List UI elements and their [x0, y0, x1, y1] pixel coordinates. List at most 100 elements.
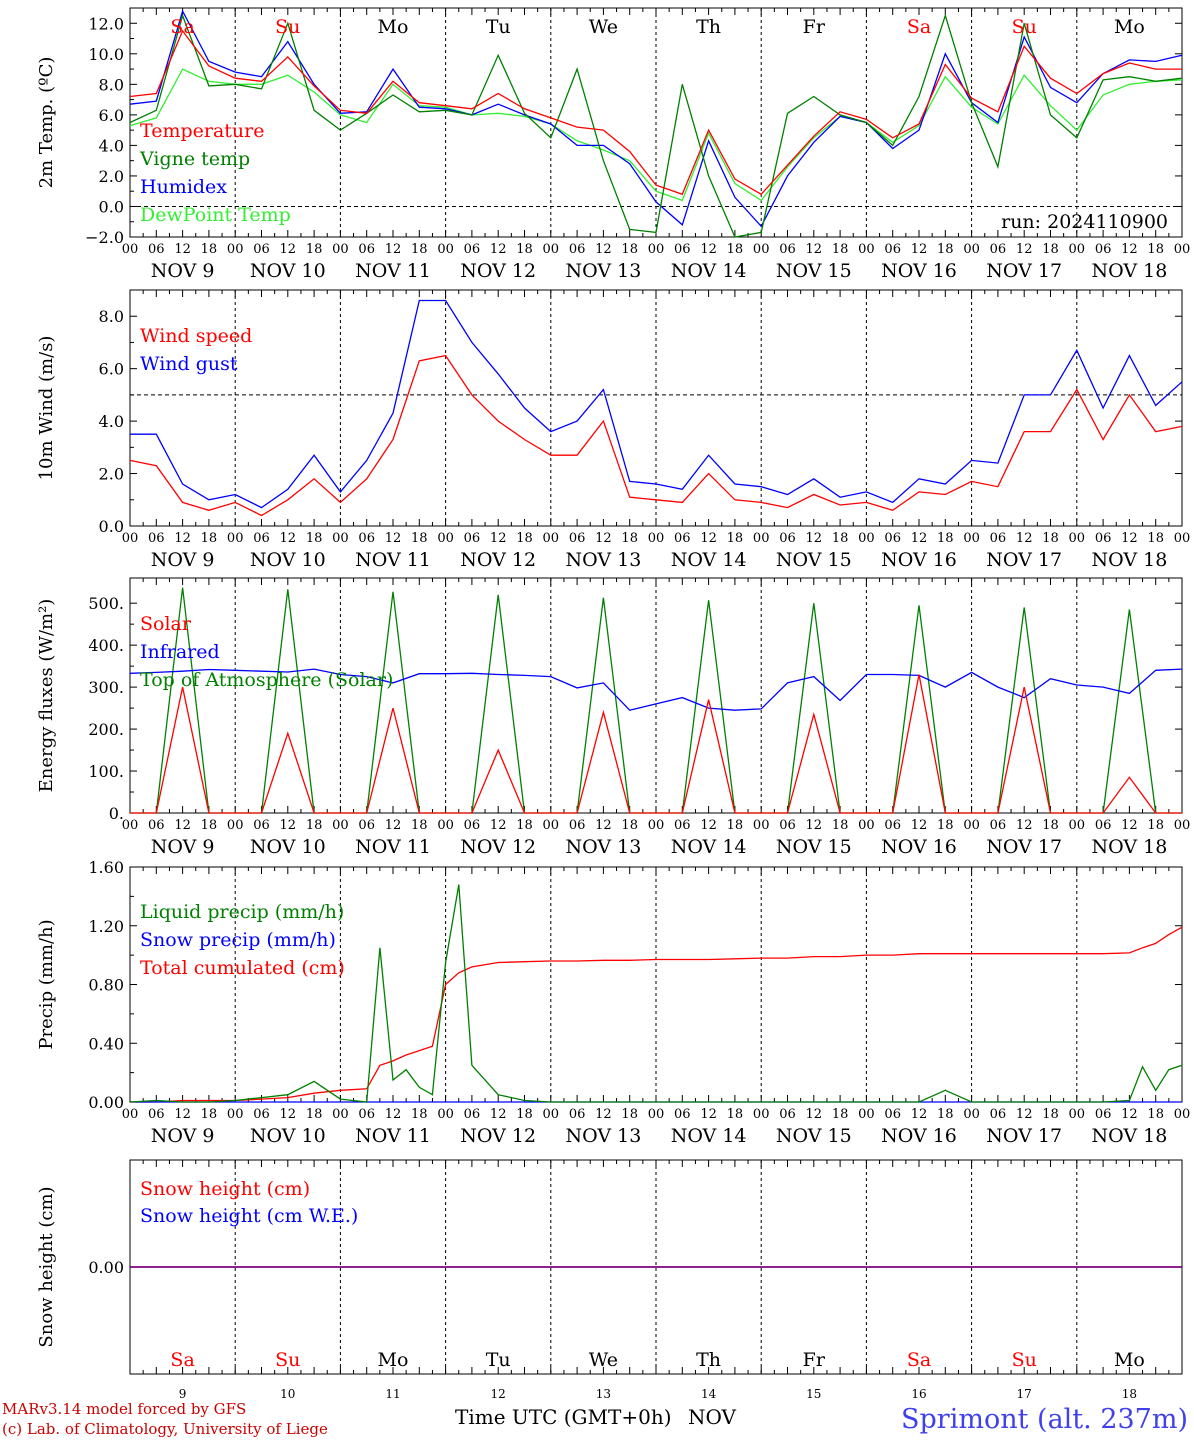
hour-label: 00	[963, 1107, 980, 1122]
hour-label: 18	[1147, 1107, 1164, 1122]
legend-entry: Solar	[140, 613, 192, 635]
x-axis-month: NOV	[688, 1405, 737, 1429]
date-label: NOV 14	[671, 260, 747, 282]
y-tick-label: 300.	[88, 678, 124, 697]
hour-label: 12	[1121, 818, 1138, 833]
hour-label: 12	[911, 242, 928, 257]
day-number-label: 16	[911, 1387, 926, 1401]
y-tick-label: 6.0	[99, 360, 124, 379]
hour-label: 12	[174, 242, 191, 257]
day-number-label: 14	[701, 1387, 717, 1401]
day-label: Sa	[907, 16, 931, 38]
station-name: Sprimont (alt. 237m)	[901, 1404, 1188, 1435]
y-tick-label: 2.0	[99, 465, 124, 484]
legend-entry: Snow height (cm W.E.)	[140, 1205, 358, 1227]
hour-label: 12	[911, 818, 928, 833]
date-label: NOV 17	[986, 549, 1062, 571]
date-label: NOV 16	[881, 260, 957, 282]
date-label: NOV 14	[671, 1125, 747, 1147]
date-label: NOV 11	[355, 836, 431, 858]
hour-label: 12	[806, 531, 823, 546]
y-tick-label: 0.0	[99, 517, 124, 536]
hour-label: 06	[884, 818, 901, 833]
date-label: NOV 14	[671, 549, 747, 571]
hour-label: 18	[832, 531, 849, 546]
date-label: NOV 9	[151, 260, 215, 282]
hour-label: 12	[700, 818, 717, 833]
day-label: Sa	[170, 16, 194, 38]
hour-label: 12	[385, 242, 402, 257]
y-tick-label: 0.40	[88, 1034, 124, 1053]
day-number-label: 10	[280, 1387, 295, 1401]
hour-label: 06	[569, 531, 586, 546]
hour-label: 18	[727, 1107, 744, 1122]
hour-label: 18	[306, 242, 323, 257]
series-line-dark_green	[129, 13, 1183, 238]
hour-label: 18	[832, 1107, 849, 1122]
legend-entry: Temperature	[140, 120, 264, 142]
hour-label: 12	[280, 531, 297, 546]
legend-entry: Total cumulated (cm)	[140, 957, 345, 979]
hour-label: 18	[306, 818, 323, 833]
y-tick-label: 100.	[88, 762, 124, 781]
panel-snow: 0.00 Snow height (cm) Snow height (cm) Snow…	[36, 1159, 1183, 1375]
y-tick-label: 0.00	[88, 1258, 124, 1277]
hour-label: 18	[621, 242, 638, 257]
hour-label: 12	[280, 1107, 297, 1122]
hour-label: 12	[385, 818, 402, 833]
hour-label: 18	[937, 531, 954, 546]
hour-label: 00	[648, 1107, 665, 1122]
hour-label: 18	[832, 818, 849, 833]
y-tick-label: 8.0	[99, 75, 124, 94]
hour-label: 00	[332, 531, 349, 546]
date-label: NOV 10	[250, 836, 326, 858]
date-label: NOV 13	[565, 549, 641, 571]
hour-label: 18	[1042, 818, 1059, 833]
day-label: Sa	[907, 1349, 931, 1371]
hour-label: 00	[437, 242, 454, 257]
day-label: Th	[696, 16, 721, 38]
hour-label: 06	[148, 242, 165, 257]
date-label: NOV 15	[776, 260, 852, 282]
day-label: Fr	[803, 1349, 826, 1371]
hour-label: 12	[174, 1107, 191, 1122]
date-label: NOV 11	[355, 1125, 431, 1147]
legend-entry: Infrared	[140, 641, 220, 663]
date-label: NOV 17	[986, 1125, 1062, 1147]
hour-label: 06	[358, 818, 375, 833]
y-tick-label: 1.20	[88, 917, 124, 936]
hour-label: 00	[543, 1107, 560, 1122]
series-line-blue	[129, 668, 1183, 711]
y-tick-label: 12.0	[88, 14, 124, 33]
date-label: NOV 15	[776, 1125, 852, 1147]
hour-label: 06	[464, 818, 481, 833]
hour-label: 12	[806, 1107, 823, 1122]
day-label: Tu	[486, 1349, 511, 1371]
hour-label: 12	[911, 1107, 928, 1122]
hour-label: 06	[990, 531, 1007, 546]
footer-model-credit: MARv3.14 model forced by GFS	[2, 1400, 246, 1418]
day-label: Mo	[378, 16, 409, 38]
day-label: Mo	[1114, 1349, 1145, 1371]
day-label: Mo	[1114, 16, 1145, 38]
hour-label: 00	[753, 242, 770, 257]
day-number-label: 15	[806, 1387, 821, 1401]
hour-label: 06	[884, 1107, 901, 1122]
day-label: We	[589, 1349, 618, 1371]
hour-label: 12	[1121, 531, 1138, 546]
date-label: NOV 13	[565, 260, 641, 282]
hour-label: 12	[911, 531, 928, 546]
y-axis-label: Precip (mm/h)	[36, 919, 57, 1049]
legend-entry: Snow precip (mm/h)	[140, 929, 336, 951]
hour-label: 18	[201, 531, 218, 546]
date-label: NOV 17	[986, 260, 1062, 282]
date-label: NOV 12	[460, 1125, 536, 1147]
hour-label: 00	[753, 1107, 770, 1122]
hour-label: 00	[332, 818, 349, 833]
date-label: NOV 9	[151, 836, 215, 858]
hour-label: 12	[1016, 531, 1033, 546]
series-line-dark_green	[129, 884, 1183, 1103]
hour-label: 18	[727, 531, 744, 546]
legend-entry: Top of Atmosphere (Solar)	[140, 669, 393, 691]
legend-entry: Liquid precip (mm/h)	[140, 901, 344, 923]
